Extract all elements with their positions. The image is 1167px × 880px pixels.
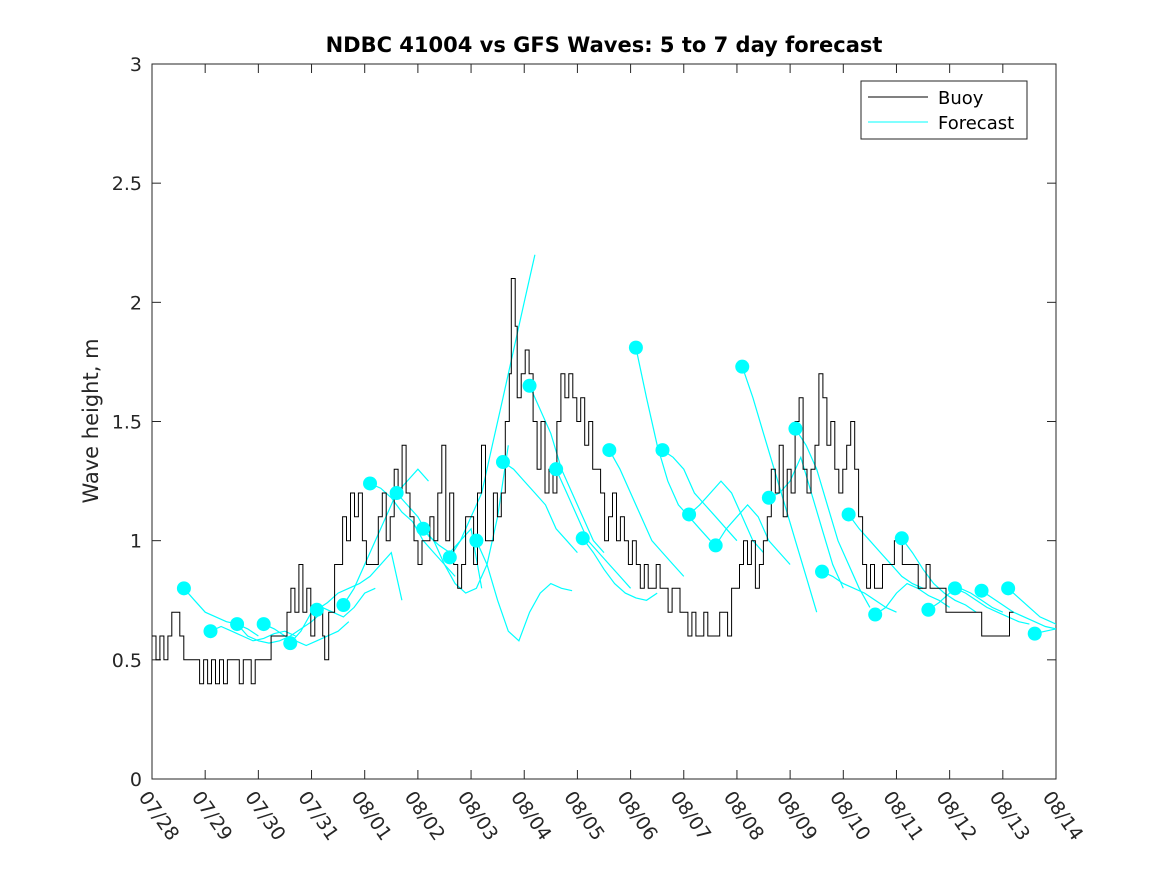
y-tick-label: 3 bbox=[130, 54, 142, 76]
forecast-line bbox=[555, 468, 632, 589]
forecast-init-marker bbox=[176, 581, 191, 596]
forecast-line bbox=[316, 551, 403, 611]
forecast-init-marker bbox=[815, 564, 830, 579]
forecast-init-marker bbox=[1001, 581, 1016, 596]
forecast-init-marker bbox=[283, 636, 298, 651]
data-layer bbox=[152, 254, 1056, 685]
forecast-init-marker bbox=[947, 581, 962, 596]
forecast-init-marker bbox=[416, 521, 431, 536]
forecast-line bbox=[210, 625, 296, 642]
forecast-init-marker bbox=[575, 531, 590, 546]
forecast-line bbox=[608, 449, 685, 577]
forecast-line bbox=[981, 590, 1056, 630]
forecast-init-marker bbox=[708, 538, 723, 553]
forecast-init-marker bbox=[735, 359, 750, 374]
forecast-line bbox=[794, 428, 871, 608]
forecast-line bbox=[688, 480, 764, 553]
forecast-line bbox=[954, 587, 1030, 625]
forecast-init-marker bbox=[602, 443, 617, 458]
forecast-init-marker bbox=[628, 340, 643, 355]
forecast-init-marker bbox=[549, 462, 564, 477]
y-tick-label: 0.5 bbox=[112, 650, 142, 672]
forecast-init-marker bbox=[761, 490, 776, 505]
forecast-init-marker bbox=[442, 550, 457, 565]
forecast-line bbox=[529, 385, 605, 553]
forecast-line bbox=[396, 492, 483, 589]
forecast-init-marker bbox=[363, 476, 378, 491]
forecast-init-marker bbox=[203, 624, 218, 639]
forecast-line bbox=[236, 611, 323, 644]
forecast-line bbox=[369, 482, 456, 577]
forecast-init-marker bbox=[495, 455, 510, 470]
forecast-init-marker bbox=[655, 443, 670, 458]
forecast-init-marker bbox=[868, 607, 883, 622]
forecast-line bbox=[635, 347, 711, 542]
forecast-init-marker bbox=[230, 617, 245, 632]
legend-forecast-label: Forecast bbox=[938, 113, 1014, 134]
forecast-init-marker bbox=[469, 533, 484, 548]
forecast-init-marker bbox=[788, 421, 803, 436]
forecast-line bbox=[715, 504, 791, 565]
forecast-line bbox=[874, 582, 950, 615]
forecast-line bbox=[502, 461, 578, 553]
forecast-line bbox=[848, 514, 924, 589]
forecast-init-marker bbox=[974, 583, 989, 598]
y-tick-label: 0 bbox=[130, 769, 142, 791]
forecast-init-marker bbox=[1027, 626, 1042, 641]
forecast-init-marker bbox=[921, 602, 936, 617]
forecast-init-marker bbox=[336, 598, 351, 613]
forecast-line bbox=[582, 537, 658, 601]
forecast-line bbox=[449, 254, 536, 558]
legend-buoy-label: Buoy bbox=[938, 88, 984, 109]
y-axis-label: Wave height, m bbox=[79, 338, 103, 503]
forecast-init-marker bbox=[522, 378, 537, 393]
forecast-line bbox=[183, 587, 259, 637]
legend: Buoy Forecast bbox=[860, 80, 1028, 140]
forecast-line bbox=[928, 587, 1004, 613]
forecast-init-marker bbox=[256, 617, 271, 632]
forecast-line bbox=[263, 621, 350, 647]
chart-title: NDBC 41004 vs GFS Waves: 5 to 7 day fore… bbox=[326, 33, 883, 57]
forecast-line bbox=[422, 445, 509, 594]
y-tick-label: 2 bbox=[130, 292, 142, 314]
legend-box bbox=[860, 80, 1028, 140]
forecast-line bbox=[768, 455, 844, 589]
forecast-line bbox=[821, 571, 897, 613]
y-tick-label: 1 bbox=[130, 531, 142, 553]
y-tick-label: 1.5 bbox=[112, 412, 142, 434]
forecast-init-marker bbox=[841, 507, 856, 522]
y-tick-label: 2.5 bbox=[112, 173, 142, 195]
forecast-line bbox=[662, 449, 738, 542]
forecast-init-marker bbox=[309, 602, 324, 617]
forecast-line bbox=[475, 540, 573, 642]
forecast-init-marker bbox=[682, 507, 697, 522]
axes-box bbox=[151, 63, 1057, 780]
forecast-init-marker bbox=[894, 531, 909, 546]
forecast-line bbox=[1007, 587, 1056, 625]
forecast-init-marker bbox=[389, 486, 404, 500]
